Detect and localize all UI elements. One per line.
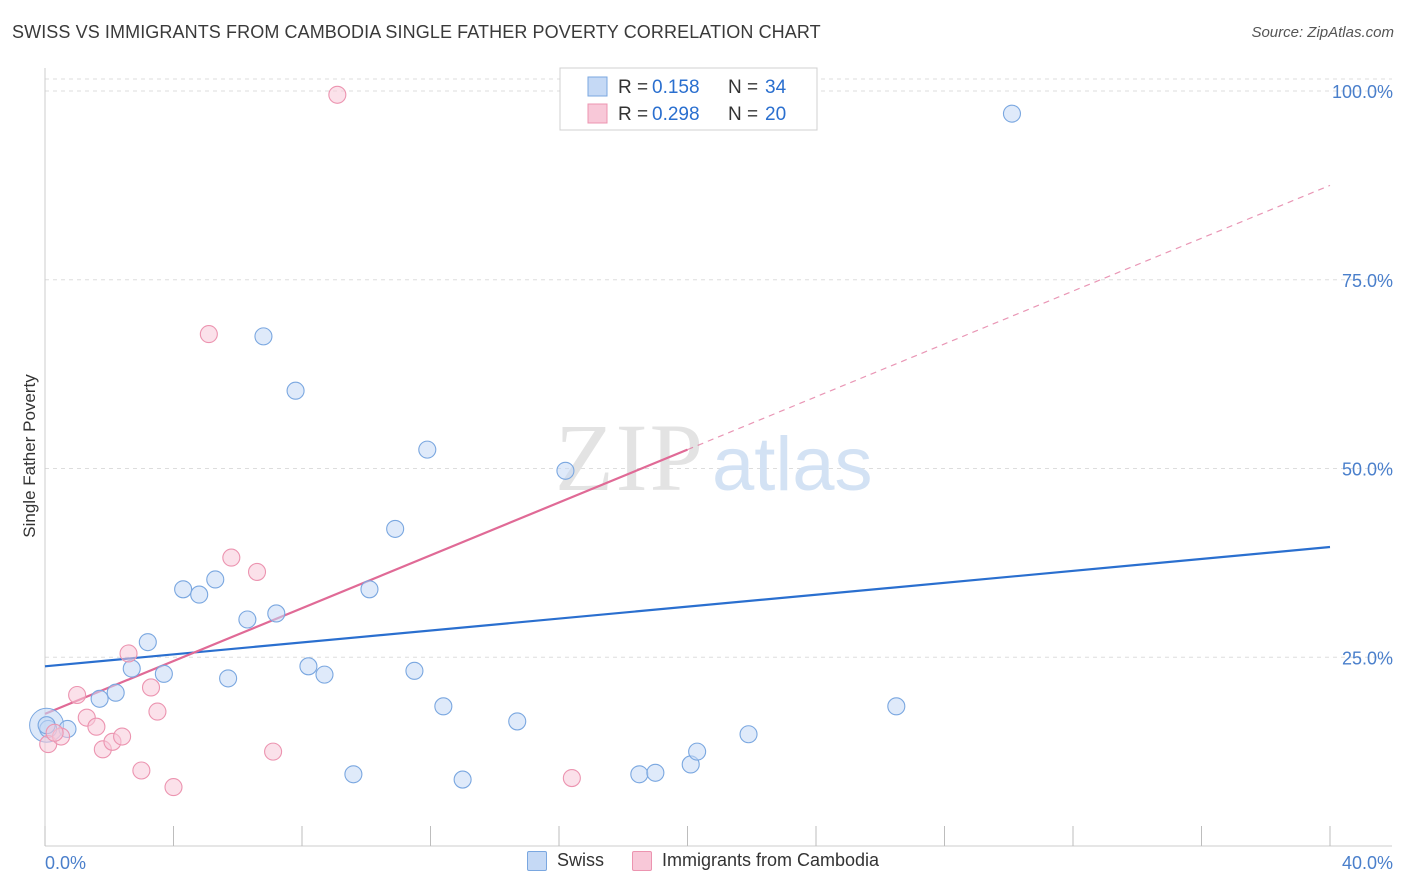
point-swiss [887,697,906,716]
grid-layer [45,78,1392,658]
legend-item-swiss[interactable]: Swiss [526,850,604,871]
point-swiss [219,669,238,688]
legend-n-label-cambodia: N = [728,104,758,125]
legend-label-cambodia: Immigrants from Cambodia [661,850,880,870]
point-swiss [646,763,665,782]
legend-r-value-cambodia: 0.298 [652,104,700,125]
point-cambodia [164,778,183,797]
point-swiss [1002,104,1022,123]
point-swiss [286,381,305,400]
point-cambodia [132,761,151,780]
point-cambodia [328,85,347,104]
point-swiss [630,765,649,784]
legend-r-value-swiss: 0.158 [652,77,700,98]
chart-title: SWISS VS IMMIGRANTS FROM CAMBODIA SINGLE… [12,22,821,42]
point-cambodia [87,717,106,736]
source-label: Source: ZipAtlas.com [1251,24,1394,41]
point-swiss [299,657,318,676]
point-swiss [688,742,707,761]
point-cambodia [148,702,167,721]
point-cambodia [45,723,64,742]
legend-r-label-cambodia: R = [618,104,648,125]
point-swiss [360,580,379,599]
point-swiss [386,519,405,538]
legend-swatch-cambodia [587,103,608,124]
point-cambodia [264,742,283,761]
points-layer [29,85,1022,797]
point-swiss [122,659,141,678]
legend-item-cambodia[interactable]: Immigrants from Cambodia [631,850,880,871]
point-swiss [453,770,472,789]
point-swiss [174,580,193,599]
point-swiss [315,665,334,684]
point-cambodia [247,562,267,581]
point-swiss [190,585,209,604]
point-swiss [154,664,173,683]
point-swiss [138,633,157,652]
point-swiss [238,610,257,629]
point-cambodia [562,768,581,788]
point-swiss [508,712,527,731]
point-swiss [267,604,286,623]
point-cambodia [113,727,132,746]
point-cambodia [199,325,218,344]
stats-legend: R = 0.158 N = 34 R = 0.298 N = 20 [559,67,818,131]
watermark-atlas: atlas [712,422,873,507]
legend-n-value-cambodia: 20 [765,104,786,125]
legend-swatch-swiss [587,76,608,97]
point-swiss [254,327,273,346]
y-tick-label: 100.0% [1332,82,1393,102]
legend-n-value-swiss: 34 [765,77,787,98]
legend-label-swiss: Swiss [556,850,604,870]
point-cambodia [119,644,138,663]
point-swiss [434,697,453,716]
point-cambodia [68,685,87,705]
point-swiss [739,725,758,744]
axis-layer: 25.0% 50.0% 75.0% 100.0% 0.0% 40.0% [44,68,1393,873]
point-cambodia [141,678,161,697]
y-tick-label: 25.0% [1342,648,1393,668]
legend-swatch-swiss-bottom [526,850,547,871]
y-tick-label: 75.0% [1342,271,1393,291]
trend-layer [44,184,1331,715]
point-swiss [344,765,363,784]
point-swiss [90,689,109,708]
point-swiss [106,683,125,702]
legend-r-label-swiss: R = [618,77,648,98]
trendline-cambodia-extension [687,184,1331,451]
y-axis-label: Single Father Poverty [20,374,39,538]
point-swiss [206,570,225,589]
bottom-legend: Swiss Immigrants from Cambodia [0,850,1406,871]
x-tick-label-min: 0.0% [45,853,86,873]
x-tick-label-max: 40.0% [1342,853,1393,873]
y-tick-label: 50.0% [1342,460,1393,480]
watermark: ZIP atlas [555,404,873,511]
point-swiss [405,661,424,680]
trendline-swiss [44,545,1331,668]
point-swiss [418,440,437,459]
legend-swatch-cambodia-bottom [631,850,652,871]
point-swiss [556,461,575,480]
legend-n-label-swiss: N = [728,77,758,98]
point-cambodia [222,548,241,567]
